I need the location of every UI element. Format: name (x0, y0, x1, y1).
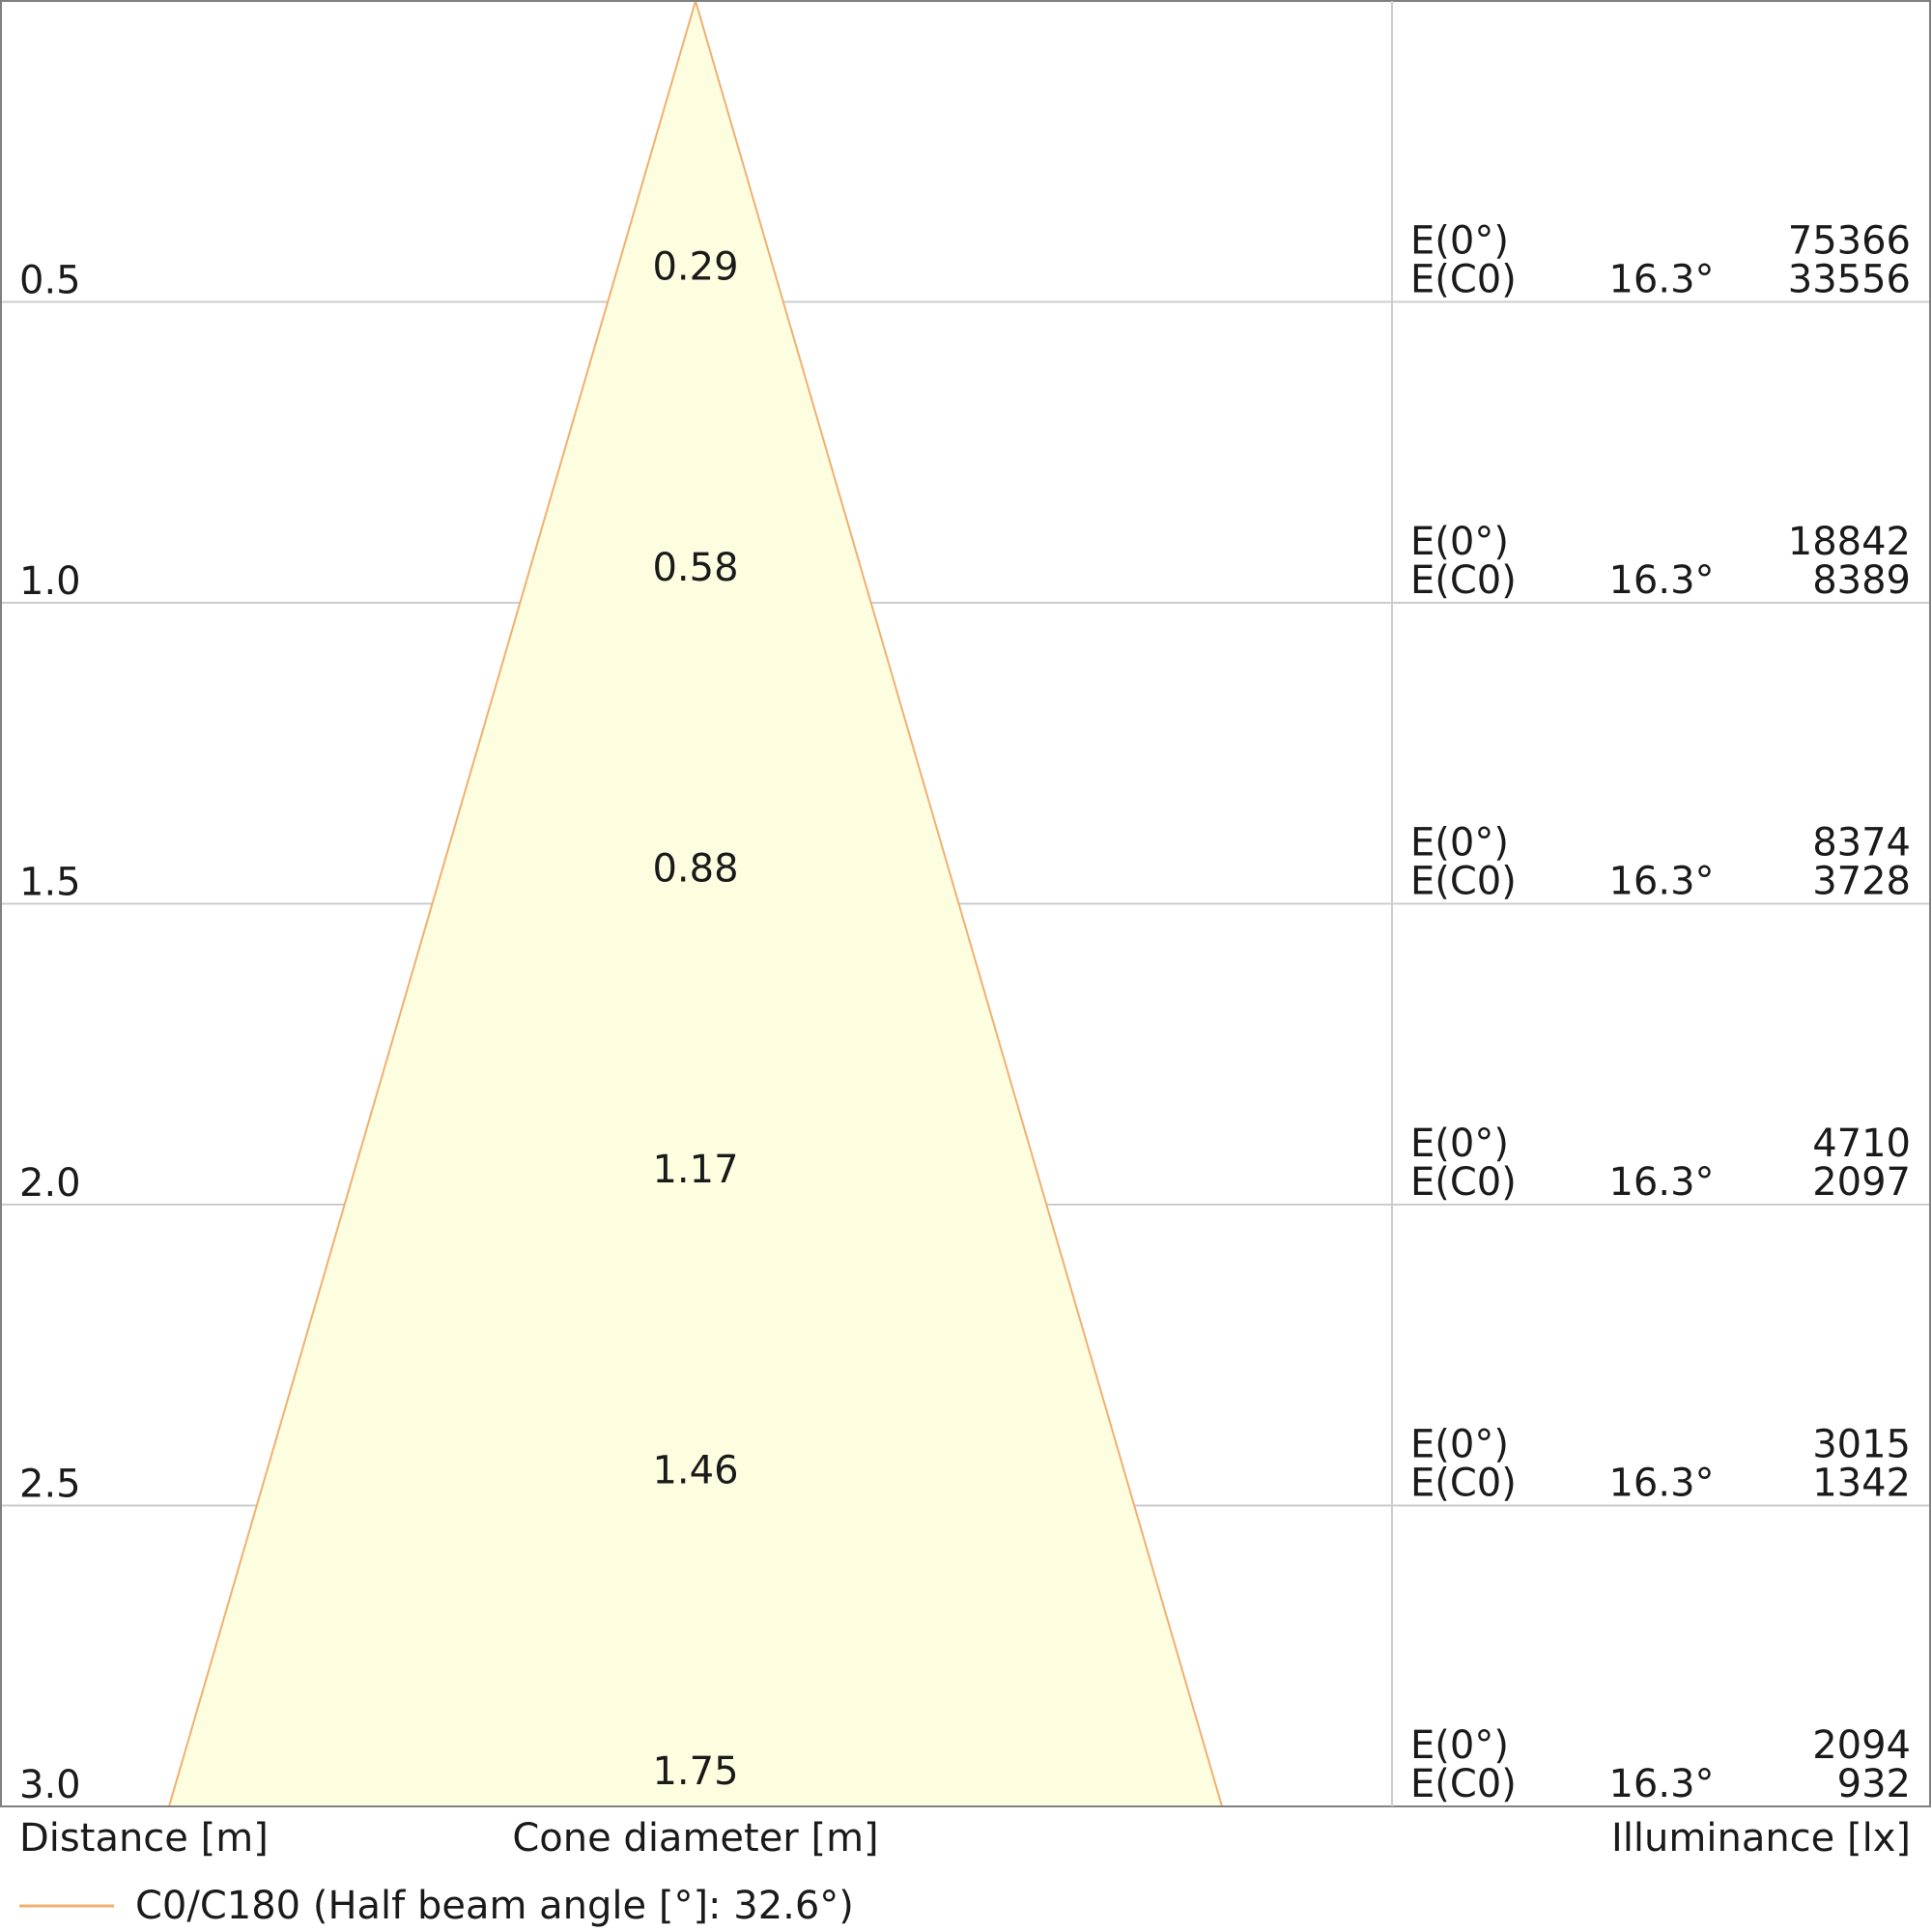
ec0-value: 8389 (1812, 558, 1911, 603)
e0-value: 3015 (1812, 1423, 1911, 1467)
cone-diameter-label: 0.58 (652, 546, 738, 590)
distance-row: 3.0 1.75 E(0°) 2094 E(C0) 16.3° 932 (19, 1723, 1911, 1807)
ec0-value: 33556 (1788, 258, 1911, 302)
x-axis-label-distance: Distance [m] (19, 1816, 269, 1861)
ec0-label: E(C0) (1410, 258, 1517, 302)
x-axis-label-cone-diameter: Cone diameter [m] (512, 1816, 878, 1861)
distance-tick-label: 2.5 (19, 1463, 81, 1507)
cone-diameter-label: 1.46 (652, 1449, 738, 1493)
ec0-label: E(C0) (1410, 860, 1517, 904)
e0-value: 75366 (1788, 219, 1911, 264)
ec0-value: 3728 (1812, 860, 1911, 904)
cone-diameter-label: 0.88 (652, 847, 738, 892)
ec0-value: 932 (1837, 1762, 1911, 1806)
ec0-value: 2097 (1812, 1160, 1911, 1205)
distance-tick-label: 2.0 (19, 1161, 81, 1206)
distance-row: 1.5 0.88 E(0°) 8374 E(C0) 16.3° 3728 (19, 821, 1911, 905)
half-angle-value: 16.3° (1608, 1462, 1714, 1506)
e0-label: E(0°) (1410, 821, 1509, 866)
distance-row: 2.0 1.17 E(0°) 4710 E(C0) 16.3° 2097 (19, 1122, 1911, 1206)
ec0-label: E(C0) (1410, 1160, 1517, 1205)
distance-rows: 0.5 0.29 E(0°) 75366 E(C0) 16.3° 33556 1.0 0.58 E… (19, 219, 1911, 1808)
cone-diameter-label: 1.75 (652, 1749, 738, 1794)
plot-frame (0, 0, 1931, 1807)
e0-label: E(0°) (1410, 520, 1509, 564)
distance-row: 1.0 0.58 E(0°) 18842 E(C0) 16.3° 8389 (19, 520, 1911, 604)
half-angle-value: 16.3° (1608, 1160, 1714, 1205)
ec0-label: E(C0) (1410, 1462, 1517, 1506)
legend-entry: C0/C180 (Half beam angle [°]: 32.6°) (135, 1884, 854, 1928)
e0-value: 4710 (1812, 1122, 1911, 1166)
ec0-label: E(C0) (1410, 1762, 1517, 1806)
half-angle-value: 16.3° (1608, 860, 1714, 904)
half-angle-value: 16.3° (1608, 558, 1714, 603)
distance-tick-label: 1.0 (19, 559, 81, 604)
e0-label: E(0°) (1410, 1423, 1509, 1467)
distance-tick-label: 1.5 (19, 861, 81, 905)
e0-value: 18842 (1788, 520, 1911, 564)
e0-value: 8374 (1812, 821, 1911, 866)
ec0-label: E(C0) (1410, 558, 1517, 603)
distance-row: 0.5 0.29 E(0°) 75366 E(C0) 16.3° 33556 (19, 219, 1911, 303)
half-angle-value: 16.3° (1608, 1762, 1714, 1806)
e0-label: E(0°) (1410, 219, 1509, 264)
cone-diameter-label: 0.29 (652, 245, 738, 290)
distance-row: 2.5 1.46 E(0°) 3015 E(C0) 16.3° 1342 (19, 1423, 1911, 1507)
e0-label: E(0°) (1410, 1122, 1509, 1166)
cone-diameter-label: 1.17 (652, 1148, 738, 1192)
e0-value: 2094 (1812, 1723, 1911, 1768)
distance-tick-label: 0.5 (19, 259, 81, 303)
legend: C0/C180 (Half beam angle [°]: 32.6°) (19, 1884, 854, 1928)
half-angle-value: 16.3° (1608, 258, 1714, 302)
ec0-value: 1342 (1812, 1462, 1911, 1506)
distance-tick-label: 3.0 (19, 1763, 81, 1807)
e0-label: E(0°) (1410, 1723, 1509, 1768)
x-axis-label-illuminance: Illuminance [lx] (1611, 1816, 1911, 1861)
